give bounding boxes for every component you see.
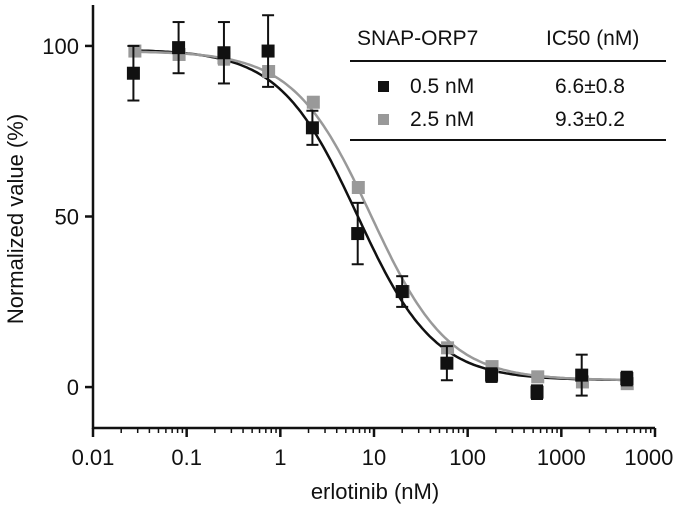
x-tick-label: 100 <box>449 445 486 470</box>
data-points <box>126 14 634 401</box>
data-point-0.5-nM <box>217 46 231 60</box>
fit-curves <box>133 49 627 382</box>
legend-label-series-2: 2.5 nM <box>410 108 474 131</box>
legend-marker-series-1 <box>378 81 389 92</box>
x-axis-title: erlotinib (nM) <box>311 479 439 504</box>
y-axis: 0 50 100 Normalized value (%) <box>3 5 95 429</box>
data-point-0.5-nM <box>126 66 140 80</box>
data-point-0.5-nM <box>172 41 186 55</box>
data-point-0.5-nM <box>530 385 544 399</box>
x-tick-label: 10000 <box>624 445 674 470</box>
y-tick-label: 0 <box>67 375 79 400</box>
fit-curve-2.5-nM <box>133 50 627 382</box>
x-tick-label: 1000 <box>537 445 586 470</box>
legend-header-value: IC50 (nM) <box>546 27 639 50</box>
data-point-0.5-nM <box>261 44 275 58</box>
x-tick-label: 0.01 <box>72 445 115 470</box>
legend-ic50-series-1: 6.6±0.8 <box>555 75 625 98</box>
x-ticks: 0.01 0.1 1 10 100 1000 10000 <box>72 428 674 470</box>
data-point-2.5-nM <box>128 44 142 58</box>
data-point-2.5-nM <box>306 95 320 109</box>
legend-label-series-1: 0.5 nM <box>410 75 474 98</box>
data-point-0.5-nM <box>440 356 454 370</box>
x-tick-label: 10 <box>362 445 386 470</box>
data-point-0.5-nM <box>305 121 319 135</box>
data-point-2.5-nM <box>531 370 545 384</box>
y-ticks: 0 50 100 <box>42 34 93 400</box>
fit-curve-0.5-nM <box>133 49 627 382</box>
data-point-0.5-nM <box>620 372 634 386</box>
data-point-0.5-nM <box>351 227 365 241</box>
legend-header-name: SNAP-ORP7 <box>357 27 478 50</box>
legend-marker-series-2 <box>378 114 389 125</box>
y-axis-title: Normalized value (%) <box>3 114 28 324</box>
data-point-0.5-nM <box>575 368 589 382</box>
x-tick-label: 0.1 <box>171 445 202 470</box>
data-point-2.5-nM <box>351 181 365 195</box>
data-point-0.5-nM <box>485 368 499 382</box>
data-point-0.5-nM <box>395 285 409 299</box>
legend-ic50-series-2: 9.3±0.2 <box>555 108 625 131</box>
legend: SNAP-ORP7 IC50 (nM) 0.5 nM 6.6±0.8 2.5 n… <box>350 27 666 141</box>
y-tick-label: 100 <box>42 34 79 59</box>
x-axis: 0.01 0.1 1 10 100 1000 10000 erlotinib (nM) <box>72 426 674 504</box>
y-tick-label: 50 <box>55 205 79 230</box>
x-tick-label: 1 <box>274 445 286 470</box>
